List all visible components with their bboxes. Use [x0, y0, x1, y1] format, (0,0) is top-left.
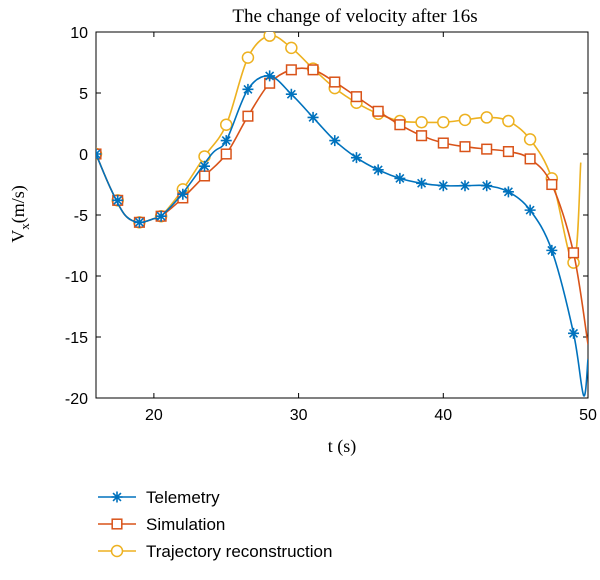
data-point-simulation: [220, 148, 232, 160]
x-tick-label: 40: [434, 407, 452, 424]
data-point-trajectory-reconstruction: [241, 51, 255, 64]
data-point-trajectory-reconstruction: [523, 133, 537, 146]
y-tick-label: -15: [65, 330, 88, 347]
data-point-simulation: [437, 137, 449, 149]
data-point-simulation: [198, 170, 211, 182]
data-point-trajectory-reconstruction: [567, 256, 580, 269]
legend-label: Simulation: [146, 515, 225, 534]
data-point-telemetry: [199, 160, 211, 172]
data-point-trajectory-reconstruction: [198, 150, 211, 163]
data-point-telemetry: [155, 210, 167, 222]
data-point-telemetry: [350, 152, 362, 164]
legend-marker: [110, 544, 124, 558]
data-point-simulation: [546, 178, 558, 191]
chart-title: The change of velocity after 16s: [232, 6, 477, 27]
y-tick-label: -20: [65, 391, 88, 408]
series-simulation: [96, 64, 588, 345]
data-point-telemetry: [372, 164, 384, 176]
svg-text:Vx(m/s): Vx(m/s): [8, 185, 32, 243]
data-point-telemetry: [481, 180, 493, 192]
data-point-telemetry: [242, 83, 254, 95]
data-point-telemetry: [437, 180, 449, 192]
x-tick-label: 30: [290, 407, 308, 424]
y-axis-label: Vx(m/s): [8, 185, 32, 243]
data-point-simulation: [372, 105, 384, 117]
data-point-trajectory-reconstruction: [285, 41, 298, 55]
data-point-simulation: [394, 119, 406, 131]
data-point-telemetry: [264, 70, 276, 82]
data-point-simulation: [416, 130, 428, 142]
legend-item-telemetry: Telemetry: [98, 488, 220, 507]
y-axis-label-unit: (m/s): [8, 185, 29, 223]
data-point-telemetry: [220, 135, 232, 147]
data-point-telemetry: [568, 327, 580, 339]
legend: Telemetry Simulation Trajectory reconstruc…: [98, 488, 332, 561]
legend-item-simulation: Simulation: [98, 515, 225, 534]
data-point-telemetry: [502, 186, 514, 198]
data-point-telemetry: [416, 177, 428, 189]
x-axis-label: t (s): [328, 436, 357, 457]
data-point-trajectory-reconstruction: [263, 32, 276, 42]
data-point-simulation: [285, 64, 297, 76]
data-point-simulation: [567, 247, 580, 259]
data-point-trajectory-reconstruction: [219, 118, 233, 131]
data-point-simulation: [329, 76, 341, 88]
y-axis-label-subscript: x: [17, 223, 32, 230]
data-point-trajectory-reconstruction: [437, 116, 450, 129]
data-point-telemetry: [546, 244, 558, 256]
y-axis-label-main: V: [8, 230, 28, 243]
data-point-simulation: [242, 110, 254, 122]
data-point-simulation: [307, 64, 319, 76]
legend-marker: [111, 518, 123, 530]
series-telemetry: [96, 70, 588, 397]
y-tick-label: 0: [79, 147, 88, 164]
y-tick-label: 10: [70, 25, 88, 42]
legend-marker: [111, 491, 123, 503]
data-point-simulation: [524, 153, 536, 165]
y-tick-label: -10: [65, 269, 88, 286]
data-point-simulation: [459, 141, 471, 153]
data-point-trajectory-reconstruction: [480, 111, 493, 124]
data-point-simulation: [481, 143, 493, 155]
legend-label: Trajectory reconstruction: [146, 542, 332, 561]
data-point-telemetry: [96, 148, 102, 160]
data-point-telemetry: [307, 111, 319, 123]
legend-label: Telemetry: [146, 488, 220, 507]
data-point-telemetry: [394, 172, 406, 184]
data-point-trajectory-reconstruction: [415, 116, 428, 129]
y-tick-label: 5: [79, 86, 88, 103]
data-point-telemetry: [133, 216, 145, 228]
data-point-telemetry: [285, 88, 297, 100]
data-point-telemetry: [459, 180, 471, 192]
data-point-trajectory-reconstruction: [502, 114, 515, 128]
data-point-simulation: [502, 146, 514, 158]
y-tick-label: -5: [74, 208, 88, 225]
data-point-telemetry: [112, 194, 124, 206]
x-tick-label: 50: [579, 407, 597, 424]
data-point-trajectory-reconstruction: [458, 113, 472, 127]
data-point-telemetry: [177, 188, 189, 200]
legend-item-trajectory-reconstruction: Trajectory reconstruction: [98, 542, 332, 561]
data-point-telemetry: [329, 135, 341, 147]
data-point-simulation: [350, 91, 363, 103]
x-tick-label: 20: [145, 407, 163, 424]
data-point-telemetry: [524, 204, 536, 216]
